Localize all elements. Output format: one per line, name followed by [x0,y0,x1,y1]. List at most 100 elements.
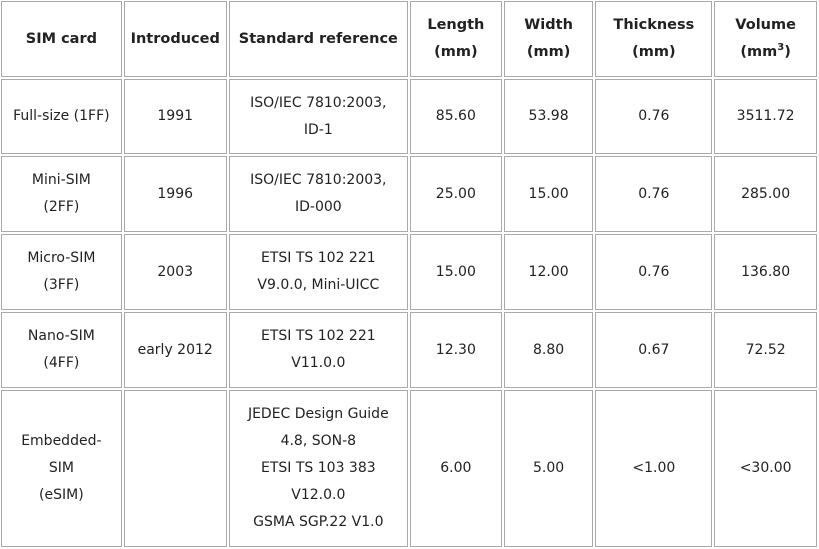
header-thickness: Thickness (mm) [595,1,713,77]
header-width-label: Width [524,17,573,33]
cell-sim-card-line: (4FF) [43,355,80,371]
cell-volume: <30.00 [714,390,817,547]
cell-width: 5.00 [503,390,594,547]
header-volume-unit: (mm3) [719,39,812,66]
cell-introduced-value: 1991 [157,108,194,124]
cell-introduced: 1996 [123,156,227,232]
cell-sim-card-line: Nano-SIM [27,328,95,344]
cell-length-value: 85.60 [435,108,476,124]
table-row: Nano-SIM (4FF) early 2012 ETSI TS 102 22… [1,312,817,388]
cell-length-value: 25.00 [435,185,476,202]
cell-standard-reference: ISO/IEC 7810:2003, ID-1 [228,79,408,154]
cell-sim-card-line: (3FF) [43,277,80,293]
table-row: Micro-SIM (3FF) 2003 ETSI TS 102 221 V9.… [1,234,817,310]
cell-thickness: 0.76 [595,234,713,310]
cell-standard-reference-line: GSMA SGP.22 V1.0 [253,514,384,530]
cell-standard-reference-line: ETSI TS 103 383 [261,460,376,476]
cell-introduced [123,390,227,547]
header-length-label: Length [427,17,485,33]
cell-thickness: <1.00 [595,390,713,547]
cell-standard-reference: ETSI TS 102 221 V11.0.0 [228,312,408,388]
cell-introduced: 2003 [123,234,227,310]
cell-standard-reference-line: ISO/IEC 7810:2003, [250,94,387,111]
cell-volume: 136.80 [714,234,817,310]
table-row: Full-size (1FF) 1991 ISO/IEC 7810:2003, … [1,79,817,154]
header-thickness-label: Thickness [613,17,695,33]
cell-standard-reference-line: JEDEC Design Guide [247,406,389,422]
cell-length: 25.00 [409,156,502,232]
cell-sim-card-line: Mini-SIM [31,172,91,188]
cell-standard-reference-line: V11.0.0 [291,355,346,371]
cell-introduced-value: 2003 [157,263,194,280]
cell-width-value: 12.00 [528,263,569,280]
cell-standard-reference-line: ID-000 [294,199,342,215]
header-sim-card-label: SIM card [25,30,97,47]
header-length-unit: (mm) [434,44,478,60]
cell-standard-reference-line: ID-1 [303,121,333,138]
cell-width: 12.00 [503,234,594,310]
cell-thickness: 0.76 [595,156,713,232]
cell-sim-card: Mini-SIM (2FF) [1,156,122,232]
header-standard-reference-label: Standard reference [238,30,398,47]
cell-volume: 3511.72 [714,79,817,154]
header-volume: Volume (mm3) [714,1,817,77]
header-width: Width (mm) [503,1,594,77]
cell-width: 53.98 [503,79,594,154]
cell-sim-card: Embedded- SIM (eSIM) [1,390,122,547]
cell-width-value: 8.80 [533,341,565,358]
cell-width: 15.00 [503,156,594,232]
cell-volume: 285.00 [714,156,817,232]
cell-introduced-value: early 2012 [137,341,213,358]
cell-volume: 72.52 [714,312,817,388]
cell-introduced: 1991 [123,79,227,154]
cell-length: 12.30 [409,312,502,388]
cell-length: 85.60 [409,79,502,154]
table-row: Mini-SIM (2FF) 1996 ISO/IEC 7810:2003, I… [1,156,817,232]
cell-sim-card-line: Embedded- [21,433,102,449]
cell-thickness: 0.76 [595,79,713,154]
cell-volume-value: <30.00 [739,460,792,476]
header-sim-card: SIM card [1,1,122,77]
cell-introduced: early 2012 [123,312,227,388]
cell-sim-card-line: SIM [48,460,74,476]
table-row: Embedded- SIM (eSIM) JEDEC Design Guide … [1,390,817,547]
cell-width-value: 15.00 [528,185,569,202]
cell-length: 6.00 [409,390,502,547]
header-row: SIM card Introduced Standard reference L… [1,1,817,77]
cell-volume-value: 3511.72 [736,108,795,124]
cell-thickness-value: 0.76 [638,263,670,280]
cell-length-value: 12.30 [435,341,476,358]
cell-sim-card: Micro-SIM (3FF) [1,234,122,310]
cell-thickness-value: 0.76 [638,185,670,202]
cell-standard-reference-line: ETSI TS 102 221 [261,250,376,266]
cell-volume-value: 136.80 [741,263,791,280]
cell-standard-reference-line: ISO/IEC 7810:2003, [250,172,387,188]
header-volume-label: Volume [735,17,796,33]
cell-standard-reference-line: V9.0.0, Mini-UICC [257,277,380,293]
cell-sim-card-line: (2FF) [43,199,80,215]
cell-width-value: 53.98 [528,108,569,124]
cell-standard-reference: ISO/IEC 7810:2003, ID-000 [228,156,408,232]
header-width-unit: (mm) [526,44,571,60]
header-thickness-unit: (mm) [632,44,676,60]
cell-thickness-value: <1.00 [632,460,676,476]
cell-length: 15.00 [409,234,502,310]
cell-sim-card: Nano-SIM (4FF) [1,312,122,388]
header-length: Length (mm) [409,1,502,77]
cell-standard-reference: JEDEC Design Guide 4.8, SON-8 ETSI TS 10… [228,390,408,547]
cell-thickness: 0.67 [595,312,713,388]
header-volume-unit-open: (mm [740,44,778,60]
cell-standard-reference-line: ETSI TS 102 221 [261,328,376,344]
cell-sim-card-line: Micro-SIM [27,250,96,266]
header-introduced-label: Introduced [130,30,220,47]
cell-sim-card: Full-size (1FF) [1,79,122,154]
cell-sim-card-line: (eSIM) [39,487,84,503]
cell-length-value: 15.00 [435,263,476,280]
cell-standard-reference-line: V12.0.0 [291,487,346,503]
cell-length-value: 6.00 [440,460,472,476]
cell-standard-reference: ETSI TS 102 221 V9.0.0, Mini-UICC [228,234,408,310]
cell-thickness-value: 0.76 [638,108,670,124]
cell-sim-card-line: Full-size (1FF) [13,108,110,124]
cell-volume-value: 72.52 [745,341,786,358]
